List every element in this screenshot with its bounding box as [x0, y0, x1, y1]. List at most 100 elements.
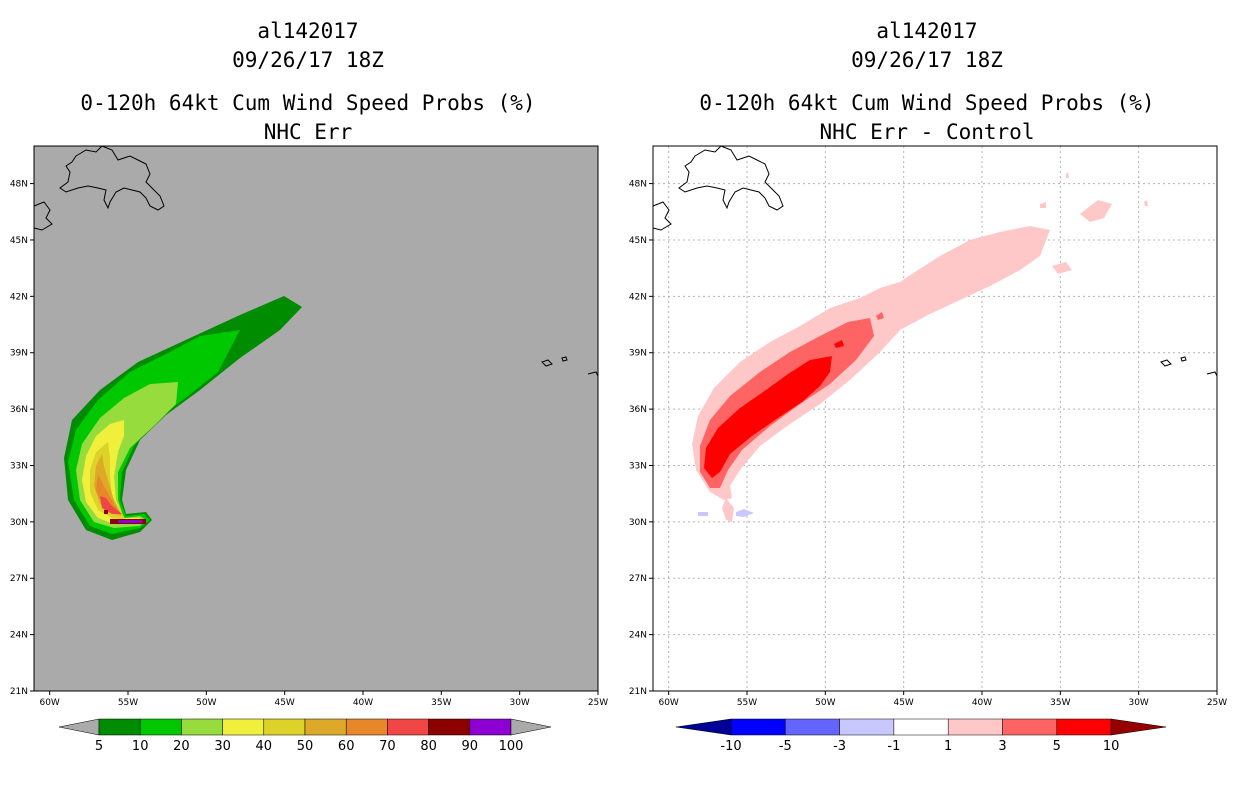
diff-neg-1-3-a: [698, 512, 708, 516]
lon-label: 50W: [196, 698, 216, 708]
left-prob-contours: [64, 296, 302, 540]
right-panel: al142017 09/26/17 18Z 0-120h 64kt Cum Wi…: [629, 19, 1227, 754]
lat-label: 24N: [10, 631, 28, 641]
colorbar-swatch: [1056, 718, 1112, 736]
iberia-coastline: [1206, 371, 1218, 377]
left-coastlines: [33, 145, 599, 377]
diff-neg-1-3-b: [736, 509, 754, 517]
colorbar-label: 1: [944, 739, 952, 754]
colorbar-label: 3: [998, 739, 1006, 754]
lat-label: 27N: [629, 574, 647, 584]
colorbar-swatch: [730, 718, 786, 736]
left-panel: al142017 09/26/17 18Z 0-120h 64kt Cum Wi…: [10, 19, 608, 754]
diff-1-3-blob-b: [1052, 262, 1072, 274]
right-diff-contours: [692, 172, 1148, 522]
colorbar-label: 10: [1103, 739, 1120, 754]
right-subtitle: NHC Err - Control: [820, 120, 1035, 144]
newfoundland-coastline: [59, 145, 165, 211]
colorbar-label: 80: [420, 739, 437, 754]
colorbar-end-high: [510, 718, 552, 736]
diff-3-5-blob: [876, 312, 884, 320]
lon-label: 35W: [431, 698, 451, 708]
colorbar-label: 5: [1053, 739, 1061, 754]
colorbar-label: 100: [499, 739, 524, 754]
contour-70: [100, 496, 122, 514]
azores-island-1: [541, 359, 553, 367]
colorbar-swatch: [304, 718, 347, 736]
colorbar-swatch: [345, 718, 388, 736]
colorbar-swatch: [98, 718, 141, 736]
colorbar-swatch: [947, 718, 1003, 736]
lat-label: 21N: [629, 687, 647, 697]
novascotia-coastline: [33, 201, 53, 231]
left-datetime: 09/26/17 18Z: [232, 48, 384, 72]
novascotia-coastline: [652, 201, 672, 231]
lon-label: 45W: [893, 698, 913, 708]
right-datetime: 09/26/17 18Z: [851, 48, 1003, 72]
lat-label: 21N: [10, 687, 28, 697]
lat-label: 45N: [629, 236, 647, 246]
colorbar-label: -1: [887, 739, 900, 754]
lon-label: 60W: [39, 698, 59, 708]
track-marker: [104, 510, 108, 514]
lon-label: 40W: [353, 698, 373, 708]
colorbar-label: -10: [720, 739, 741, 754]
right-title: 0-120h 64kt Cum Wind Speed Probs (%): [699, 91, 1154, 115]
lon-label: 40W: [972, 698, 992, 708]
left-colorbar: 5 10 20 30 40 50 60 70 80 90 100: [58, 718, 552, 754]
right-gridlines: [653, 146, 1217, 691]
colorbar-swatch: [181, 718, 223, 736]
colorbar-label: 90: [462, 739, 479, 754]
lat-label: 33N: [10, 461, 28, 471]
colorbar-label: 40: [256, 739, 273, 754]
lon-label: 60W: [658, 698, 678, 708]
colorbar-swatch: [263, 718, 306, 736]
colorbar-label: 20: [173, 739, 190, 754]
lon-label: 30W: [1128, 698, 1148, 708]
left-map-frame: [33, 145, 599, 692]
colorbar-label: 70: [379, 739, 396, 754]
right-colorbar: -10 -5 -3 -1 1 3 5 10: [675, 718, 1167, 754]
diff-1-3-blob-e: [1066, 172, 1069, 178]
right-map-frame: [652, 145, 1218, 692]
colorbar-end-low: [58, 718, 100, 736]
colorbar-label: 60: [338, 739, 355, 754]
lat-label: 33N: [629, 461, 647, 471]
right-axis-ticks: 48N 45N 42N 39N 36N 33N 30N 27N 24N 21N 60W 55W 50W 4…: [629, 180, 1227, 708]
colorbar-end-low: [675, 718, 732, 736]
right-storm-id: al142017: [876, 19, 977, 43]
lat-label: 24N: [629, 631, 647, 641]
lon-label: 55W: [118, 698, 138, 708]
colorbar-swatch: [839, 718, 895, 736]
colorbar-label: 5: [95, 739, 103, 754]
azores-island-2: [561, 356, 568, 362]
colorbar-swatch: [139, 718, 182, 736]
colorbar-label: -3: [833, 739, 846, 754]
diff-5-10-blob: [834, 340, 844, 348]
lon-label: 50W: [815, 698, 835, 708]
colorbar-swatch: [387, 718, 429, 736]
lat-label: 42N: [10, 292, 28, 302]
lat-label: 36N: [10, 405, 28, 415]
colorbar-label: -5: [779, 739, 792, 754]
colorbar-end-high: [1110, 718, 1167, 736]
diff-1-3: [692, 226, 1050, 500]
colorbar-swatch: [785, 718, 840, 736]
colorbar-swatch: [1002, 718, 1058, 736]
colorbar-label: 30: [214, 739, 231, 754]
lat-label: 48N: [10, 180, 28, 190]
colorbar-swatch: [428, 718, 471, 736]
lon-label: 45W: [274, 698, 294, 708]
left-axis-ticks: 48N 45N 42N 39N 36N 33N 30N 27N 24N 21N 60W 55W 50W 4…: [10, 180, 608, 708]
lat-label: 36N: [629, 405, 647, 415]
diff-1-3-blob-c: [722, 498, 734, 522]
lon-label: 30W: [509, 698, 529, 708]
diff-5-10: [704, 356, 832, 478]
colorbar-swatch: [893, 718, 949, 736]
lat-label: 27N: [10, 574, 28, 584]
colorbar-label: 50: [297, 739, 314, 754]
diff-1-3-blob-a: [1080, 200, 1112, 222]
lat-label: 45N: [10, 236, 28, 246]
lat-label: 30N: [629, 518, 647, 528]
